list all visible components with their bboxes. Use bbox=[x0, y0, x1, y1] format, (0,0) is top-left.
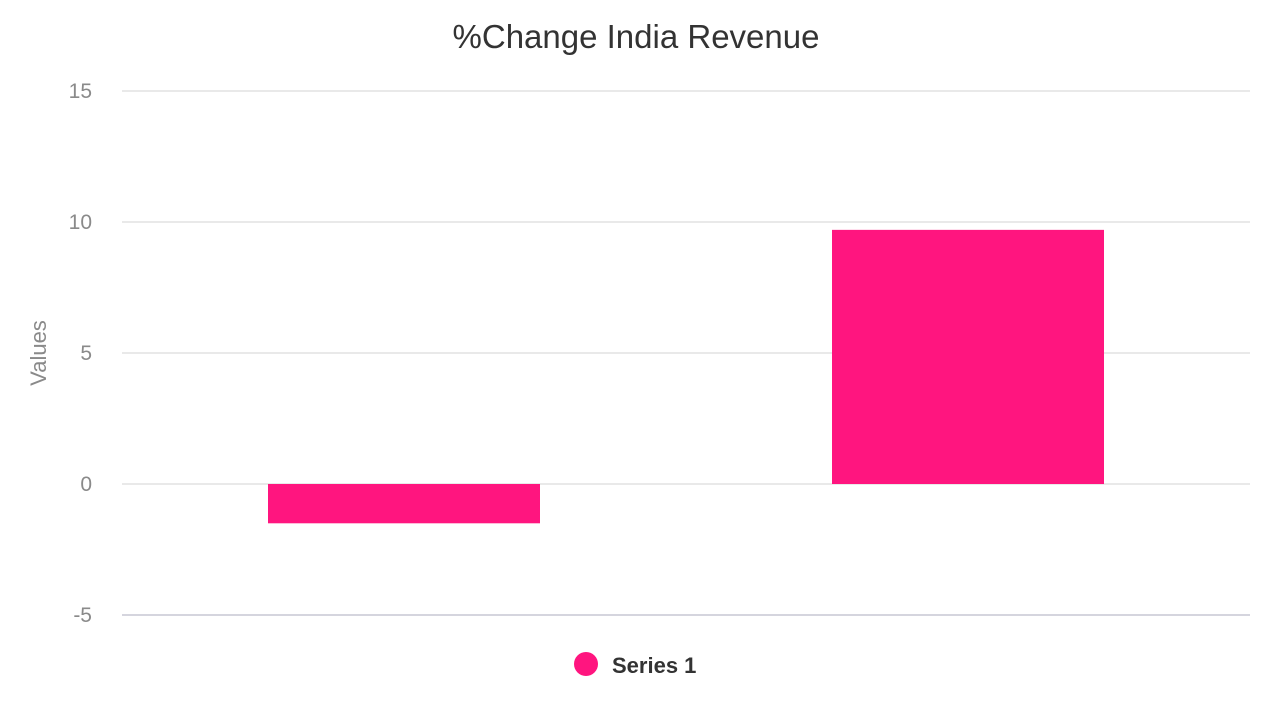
y-tick-label: -5 bbox=[73, 604, 92, 627]
bar-1 bbox=[268, 484, 540, 524]
y-tick-label: 0 bbox=[80, 473, 92, 496]
y-tick-label: 5 bbox=[80, 342, 92, 365]
y-axis-title: Values bbox=[26, 320, 51, 386]
bar-2 bbox=[832, 229, 1104, 484]
legend: Series 1 bbox=[574, 652, 696, 678]
y-tick-label: 10 bbox=[69, 211, 92, 234]
legend-label-series-1: Series 1 bbox=[612, 653, 696, 678]
chart-title: %Change India Revenue bbox=[453, 18, 820, 55]
y-tick-label: 15 bbox=[69, 80, 92, 103]
legend-marker bbox=[574, 652, 598, 676]
y-axis-ticks: 15 10 5 0 -5 bbox=[69, 80, 92, 627]
bars bbox=[268, 229, 1104, 524]
